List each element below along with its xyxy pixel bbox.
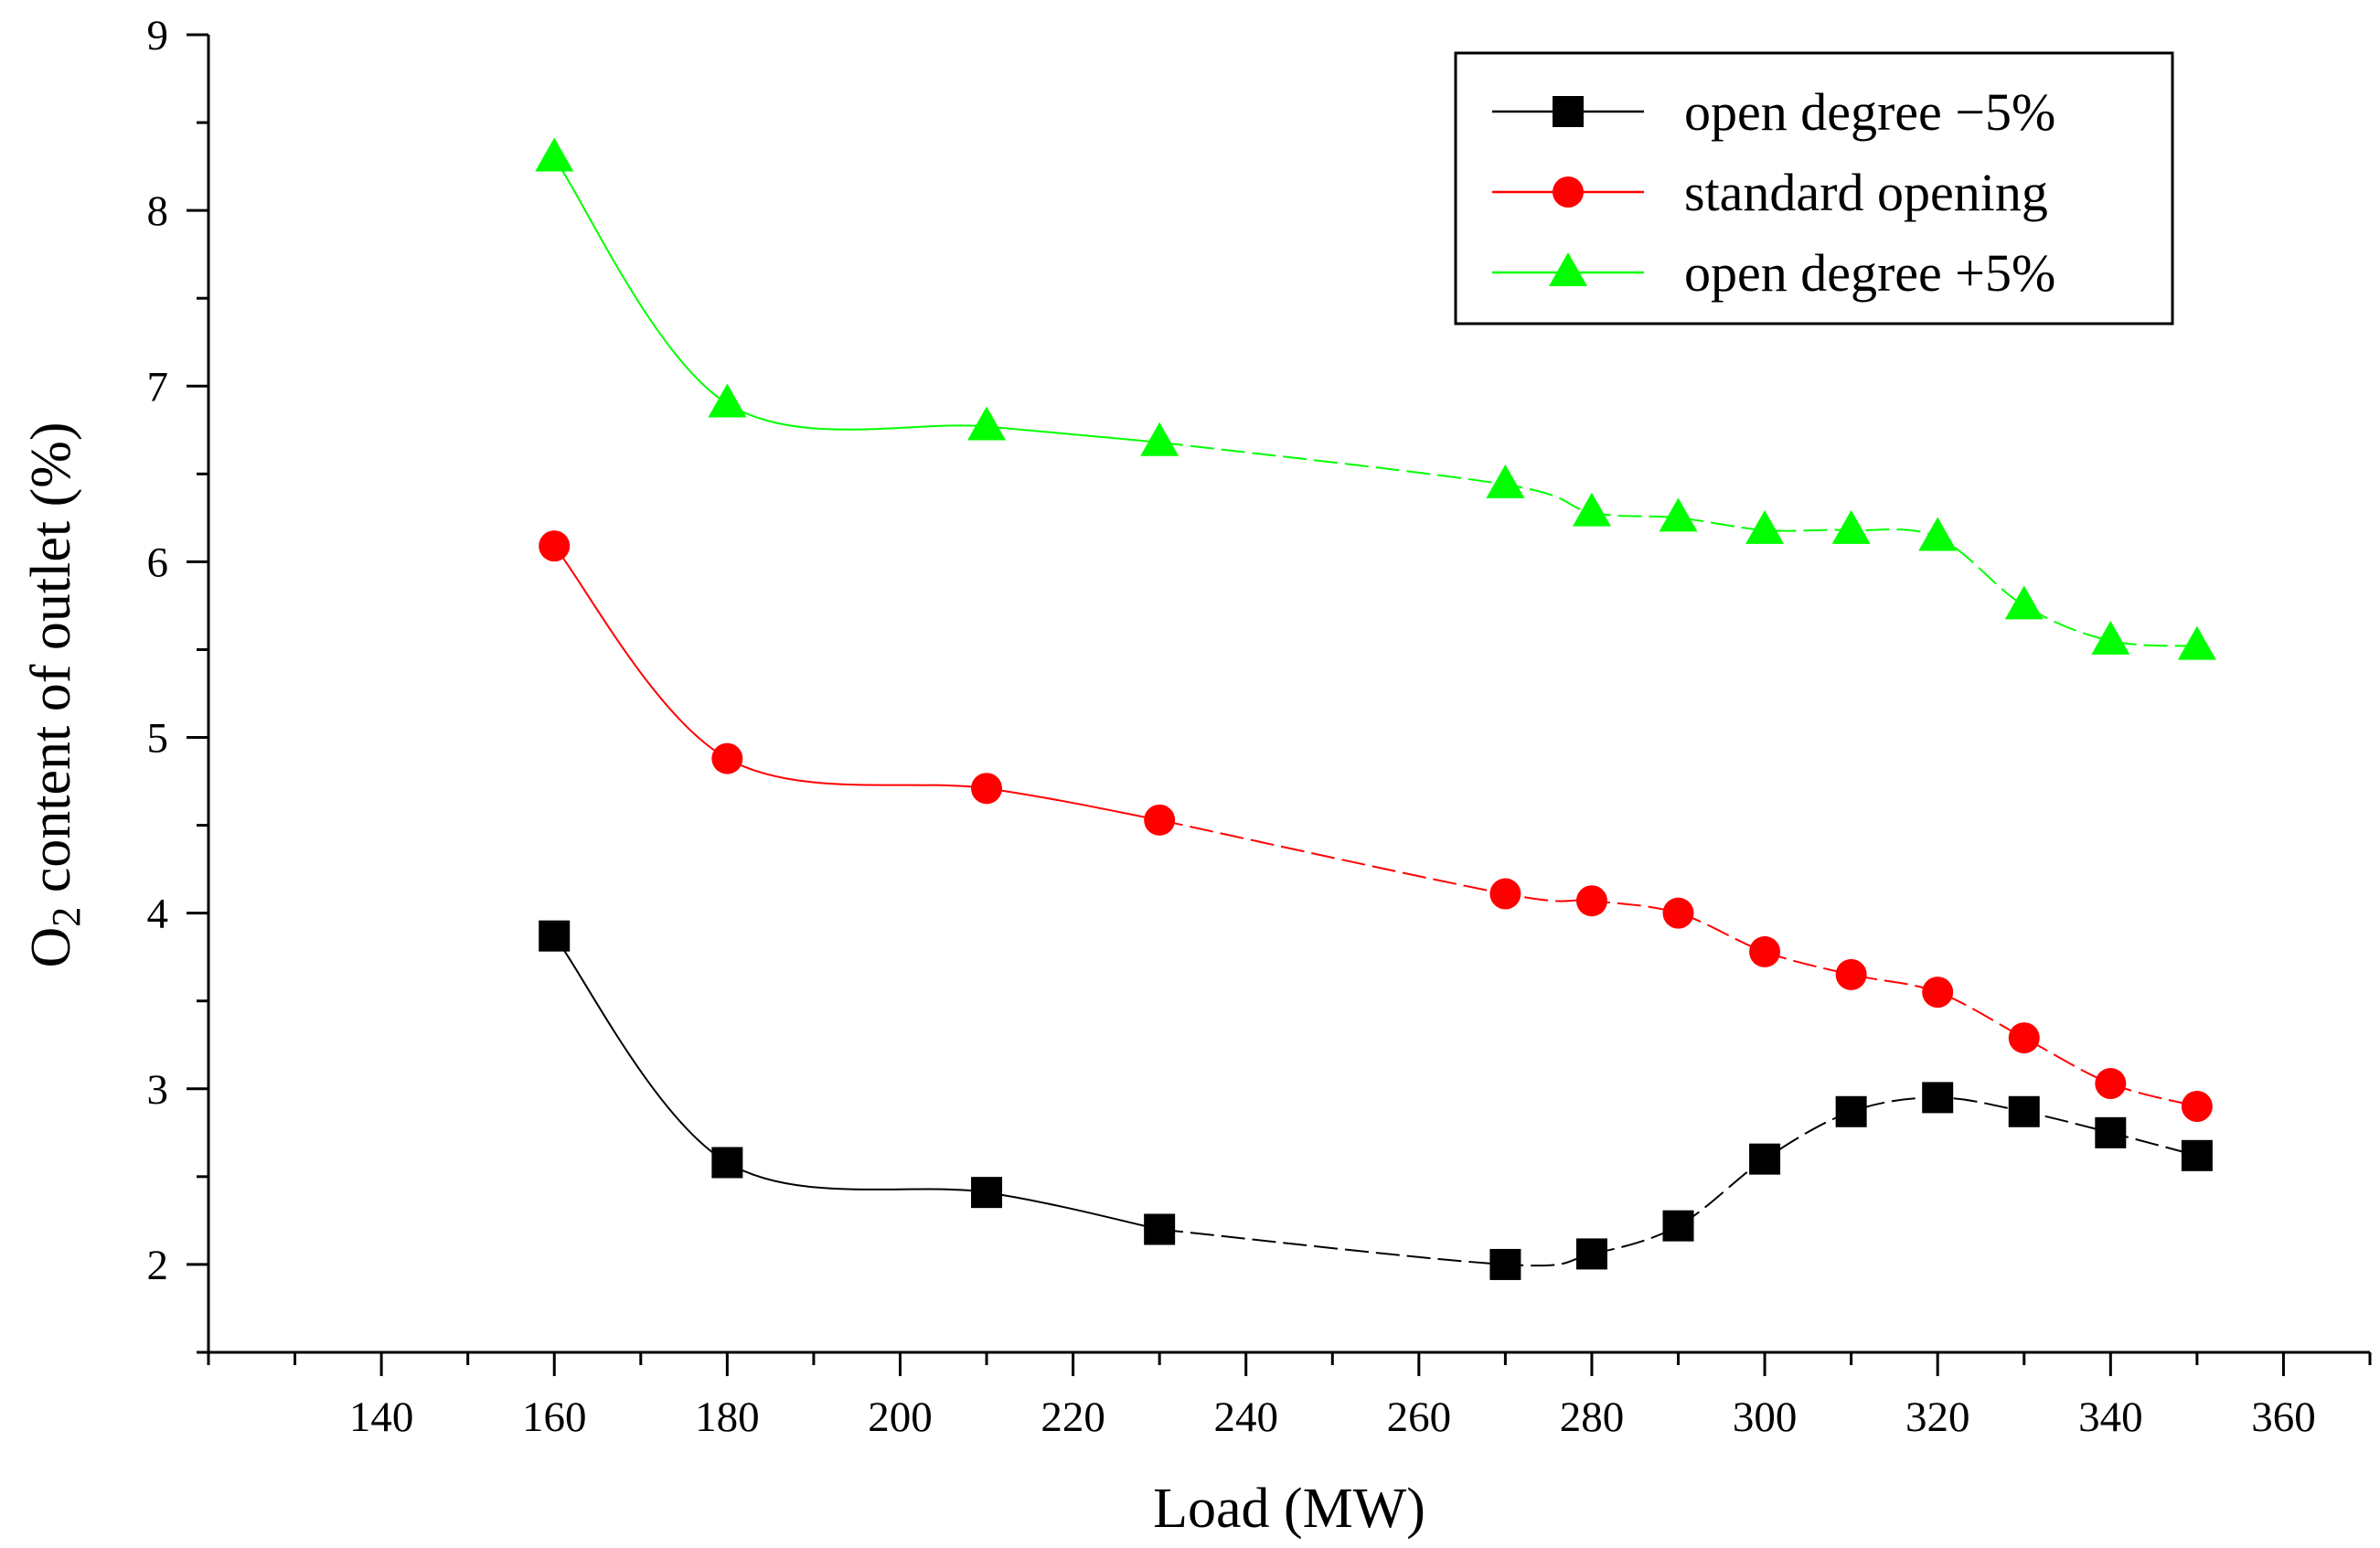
x-tick-label: 300	[1733, 1393, 1798, 1441]
y-tick-label: 9	[147, 12, 169, 59]
data-point-triangle	[1486, 464, 1525, 498]
y-tick-label: 7	[147, 363, 169, 411]
data-point-triangle	[708, 383, 747, 418]
data-point-circle	[1575, 885, 1607, 917]
y-axis-title-subscript: 2	[44, 907, 89, 927]
x-tick-label: 180	[695, 1393, 760, 1441]
data-point-triangle	[2004, 585, 2044, 620]
data-point-triangle	[2177, 625, 2216, 660]
data-point-square	[1575, 1238, 1607, 1270]
x-tick-label: 240	[1213, 1393, 1278, 1441]
series-line-dashed	[1158, 818, 2198, 1107]
data-point-triangle	[2091, 620, 2130, 655]
data-point-triangle	[1745, 509, 1785, 544]
y-axis-title-main: O	[20, 927, 82, 968]
data-point-circle	[1835, 958, 1867, 990]
x-tick-label: 160	[522, 1393, 587, 1441]
data-point-square	[1144, 1213, 1176, 1245]
data-point-square	[1922, 1082, 1954, 1114]
series-line-dashed	[1159, 441, 2197, 647]
legend-label: open degree +5%	[1684, 243, 2055, 303]
data-point-square	[1489, 1248, 1521, 1280]
legend: open degree −5% standard opening open degr…	[1454, 51, 2174, 326]
data-point-triangle	[967, 406, 1007, 441]
data-point-circle	[1489, 878, 1521, 910]
data-point-circle	[1749, 935, 1781, 967]
legend-marker-circle	[1553, 176, 1584, 208]
y-tick-label: 6	[147, 539, 169, 586]
data-point-circle	[971, 773, 1003, 805]
y-axis-title-rest: content of outlet (%)	[20, 422, 82, 906]
x-tick-label: 320	[1905, 1393, 1970, 1441]
data-point-square	[539, 920, 571, 952]
y-axis-title: O2 content of outlet (%)	[20, 422, 89, 967]
x-tick-label: 360	[2251, 1393, 2316, 1441]
y-tick-label: 2	[147, 1242, 169, 1289]
data-point-square	[711, 1147, 743, 1179]
data-point-square	[2181, 1139, 2213, 1171]
data-point-triangle	[1831, 509, 1871, 544]
x-tick-label: 140	[349, 1393, 414, 1441]
y-tick-label: 8	[147, 187, 169, 235]
x-tick-label: 200	[868, 1393, 933, 1441]
x-axis-title: Load (MW)	[1153, 1478, 1425, 1540]
data-point-square	[1749, 1143, 1781, 1175]
data-point-circle	[711, 742, 743, 774]
data-point-circle	[2095, 1068, 2127, 1100]
x-tick-label: 280	[1560, 1393, 1625, 1441]
y-tick-label: 3	[147, 1066, 169, 1114]
data-point-square	[1835, 1095, 1867, 1127]
legend-marker-square	[1553, 96, 1584, 127]
data-point-circle	[1662, 897, 1694, 929]
data-point-square	[2095, 1116, 2127, 1148]
data-point-circle	[2008, 1022, 2040, 1054]
x-tick-label: 260	[1387, 1393, 1452, 1441]
data-point-square	[971, 1177, 1003, 1209]
x-tick-label: 340	[2078, 1393, 2143, 1441]
legend-marker-triangle	[1549, 252, 1587, 286]
series-line-solid	[553, 935, 1160, 1231]
data-point-circle	[1144, 804, 1176, 836]
data-point-triangle	[1140, 422, 1179, 456]
y-tick-label: 5	[147, 715, 169, 763]
data-point-triangle	[535, 137, 574, 172]
data-point-circle	[1922, 977, 1954, 1009]
data-point-circle	[2181, 1091, 2213, 1123]
data-point-circle	[539, 530, 571, 562]
legend-label: open degree −5%	[1684, 82, 2055, 142]
series-line-solid	[553, 545, 1160, 821]
legend-label: standard opening	[1684, 163, 2048, 222]
y-tick-label: 4	[147, 891, 169, 938]
x-tick-label: 220	[1041, 1393, 1105, 1441]
data-point-triangle	[1572, 492, 1611, 527]
data-point-triangle	[1659, 497, 1698, 532]
data-point-triangle	[1918, 517, 1958, 551]
data-point-square	[1662, 1210, 1694, 1242]
data-point-square	[2008, 1095, 2040, 1127]
series-line-solid	[553, 156, 1160, 443]
